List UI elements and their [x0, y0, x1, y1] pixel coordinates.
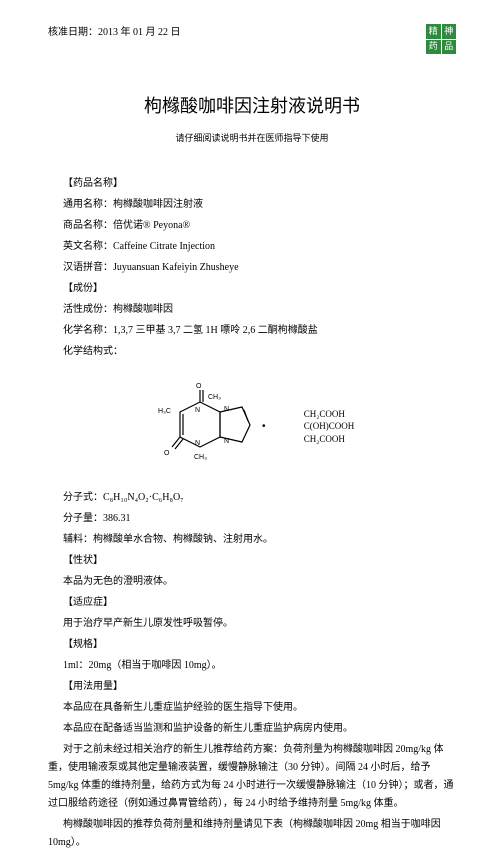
indications-header: 【适应症】 [48, 594, 456, 612]
ingredients-header: 【成份】 [48, 280, 456, 298]
molecular-weight: 分子量：386.31 [48, 510, 456, 528]
english-name: 英文名称：Caffeine Citrate Injection [48, 238, 456, 256]
chemical-name: 化学名称：1,3,7 三甲基 3,7 二氢 1H 嘌呤 2,6 二酮枸橼酸盐 [48, 322, 456, 340]
active-ingredient: 活性成份：枸橼酸咖啡因 [48, 301, 456, 319]
chemical-structure: O O N N N N H₃C CH₃ CH₃ • CH₂COOH C(OH)C… [48, 377, 456, 477]
dosage-line-1: 本品应在具备新生儿重症监护经验的医生指导下使用。 [48, 699, 456, 717]
document-title: 枸橼酸咖啡因注射液说明书 [48, 90, 456, 122]
stamp: 精 神 药 品 [426, 24, 456, 54]
svg-text:N: N [224, 438, 229, 445]
svg-text:CH₃: CH₃ [194, 454, 207, 461]
properties-text: 本品为无色的澄明液体。 [48, 573, 456, 591]
approval-date: 核准日期：2013 年 01 月 22 日 [48, 24, 181, 42]
svg-text:N: N [195, 407, 200, 414]
formula-line-1: CH₂COOH [304, 408, 355, 421]
spec-header: 【规格】 [48, 636, 456, 654]
svg-text:N: N [224, 406, 229, 413]
molecule-diagram: O O N N N N H₃C CH₃ CH₃ • [150, 377, 290, 477]
properties-header: 【性状】 [48, 552, 456, 570]
molecular-formula: 分子式：C₈H₁₀N₄O₂·C₆H₈O₇ [48, 489, 456, 507]
document-subtitle: 请仔细阅读说明书并在医师指导下使用 [48, 130, 456, 146]
svg-text:O: O [196, 383, 202, 390]
brand-name: 商品名称：倍优诺® Peyona® [48, 217, 456, 235]
generic-name: 通用名称：枸橼酸咖啡因注射液 [48, 196, 456, 214]
dosage-line-2: 本品应在配备适当监测和监护设备的新生儿重症监护病房内使用。 [48, 720, 456, 738]
spec-text: 1ml：20mg（相当于咖啡因 10mg）。 [48, 657, 456, 675]
stamp-bl: 药 [426, 40, 441, 55]
stamp-tl: 精 [426, 24, 441, 39]
svg-text:O: O [164, 450, 170, 457]
structure-label: 化学结构式： [48, 343, 456, 361]
svg-text:H₃C: H₃C [158, 408, 171, 415]
svg-text:•: • [262, 421, 266, 432]
svg-text:CH₃: CH₃ [208, 394, 221, 401]
header-row: 核准日期：2013 年 01 月 22 日 精 神 药 品 [48, 24, 456, 54]
formula-line-3: CH₂COOH [304, 433, 355, 446]
pinyin-name: 汉语拼音：Juyuansuan Kafeiyin Zhusheye [48, 259, 456, 277]
formula-line-2: C(OH)COOH [304, 420, 355, 433]
drug-name-header: 【药品名称】 [48, 175, 456, 193]
dosage-header: 【用法用量】 [48, 678, 456, 696]
stamp-tr: 神 [442, 24, 457, 39]
svg-text:N: N [195, 440, 200, 447]
dosage-line-4: 枸橼酸咖啡因的推荐负荷剂量和维持剂量请见下表（枸橼酸咖啡因 20mg 相当于咖啡… [48, 816, 456, 852]
citrate-formula: CH₂COOH C(OH)COOH CH₂COOH [304, 408, 355, 446]
dosage-line-3: 对于之前未经过相关治疗的新生儿推荐给药方案：负荷剂量为枸橼酸咖啡因 20mg/k… [48, 741, 456, 813]
indications-text: 用于治疗早产新生儿原发性呼吸暂停。 [48, 615, 456, 633]
excipients: 辅料：枸橼酸单水合物、枸橼酸钠、注射用水。 [48, 531, 456, 549]
stamp-br: 品 [442, 40, 457, 55]
